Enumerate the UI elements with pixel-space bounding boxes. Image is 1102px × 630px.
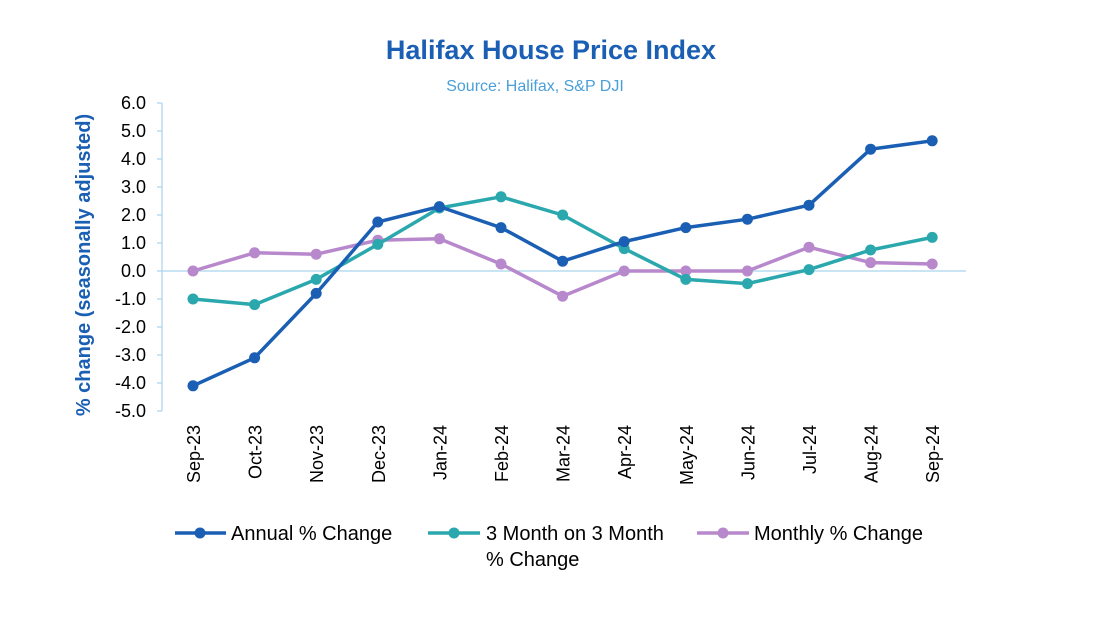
data-point [310, 273, 322, 285]
series-0 [187, 135, 938, 392]
legend-label-3m-line2: % Change [486, 549, 579, 571]
data-point [310, 287, 322, 299]
data-point [433, 201, 445, 213]
data-point [187, 265, 199, 277]
series-1 [187, 191, 938, 311]
data-point [372, 216, 384, 228]
y-tick-label: -1.0 [115, 289, 146, 309]
x-tick-label: Nov-23 [307, 425, 327, 483]
data-point [310, 248, 322, 260]
legend-item-3m: 3 Month on 3 Month % Change [428, 523, 664, 571]
data-point [680, 222, 692, 234]
y-tick-label: -5.0 [115, 401, 146, 421]
data-point [865, 244, 877, 256]
data-point [741, 213, 753, 225]
y-ticks: 6.0 5.0 4.0 3.0 2.0 1.0 0.0 -1.0 -2.0 -3.0 -4.0 -5.… [115, 93, 162, 421]
data-point [926, 135, 938, 147]
data-point [557, 209, 569, 221]
y-tick-label: 3.0 [121, 177, 146, 197]
data-point [741, 278, 753, 290]
series-2 [187, 233, 938, 302]
legend-item-annual: Annual % Change [175, 523, 392, 545]
x-tick-label: May-24 [677, 425, 697, 485]
data-point [926, 231, 938, 243]
data-point [618, 265, 630, 277]
data-point [433, 233, 445, 245]
legend-item-monthly: Monthly % Change [697, 523, 923, 545]
x-tick-label: Jul-24 [800, 425, 820, 474]
x-tick-label: Sep-23 [184, 425, 204, 483]
y-tick-label: 2.0 [121, 205, 146, 225]
legend-label-3m-line1: 3 Month on 3 Month [486, 523, 664, 545]
data-point [249, 299, 261, 311]
x-tick-label: Jan-24 [430, 425, 450, 480]
legend-marker-annual [194, 527, 206, 539]
data-point [803, 199, 815, 211]
data-point [618, 236, 630, 248]
chart-subtitle: Source: Halifax, S&P DJI [446, 78, 624, 95]
data-point [926, 258, 938, 270]
x-ticks: Sep-23 Oct-23 Nov-23 Dec-23 Jan-24 Feb-24 Mar-… [184, 425, 943, 485]
data-point [249, 247, 261, 259]
data-point [187, 293, 199, 305]
legend-label-annual: Annual % Change [231, 523, 392, 545]
x-tick-label: Apr-24 [615, 425, 635, 479]
data-point [187, 380, 199, 392]
x-tick-label: Jun-24 [738, 425, 758, 480]
y-tick-label: -2.0 [115, 317, 146, 337]
y-tick-label: -3.0 [115, 345, 146, 365]
chart-title: Halifax House Price Index [386, 35, 716, 65]
data-point [865, 143, 877, 155]
x-tick-label: Oct-23 [246, 425, 266, 479]
data-point [557, 290, 569, 302]
data-point [495, 258, 507, 270]
y-tick-label: 6.0 [121, 93, 146, 113]
y-axis-label: % change (seasonally adjusted) [73, 114, 95, 416]
data-point [249, 352, 261, 364]
series-group [187, 135, 938, 392]
data-point [495, 191, 507, 203]
data-point [372, 238, 384, 250]
legend-marker-monthly [717, 527, 729, 539]
y-tick-label: -4.0 [115, 373, 146, 393]
legend-marker-3m [448, 527, 460, 539]
data-point [680, 273, 692, 285]
y-tick-label: 1.0 [121, 233, 146, 253]
x-tick-label: Feb-24 [492, 425, 512, 482]
x-tick-label: Aug-24 [862, 425, 882, 483]
data-point [680, 265, 692, 277]
x-tick-label: Mar-24 [554, 425, 574, 482]
x-tick-label: Dec-23 [369, 425, 389, 483]
data-point [803, 264, 815, 276]
y-tick-label: 4.0 [121, 149, 146, 169]
y-tick-label: 5.0 [121, 121, 146, 141]
x-tick-label: Sep-24 [923, 425, 943, 483]
data-point [803, 241, 815, 253]
data-point [495, 222, 507, 234]
y-tick-label: 0.0 [121, 261, 146, 281]
data-point [741, 265, 753, 277]
data-point [865, 257, 877, 269]
legend: Annual % Change 3 Month on 3 Month % Cha… [175, 523, 923, 571]
legend-label-monthly: Monthly % Change [754, 523, 923, 545]
data-point [557, 255, 569, 267]
